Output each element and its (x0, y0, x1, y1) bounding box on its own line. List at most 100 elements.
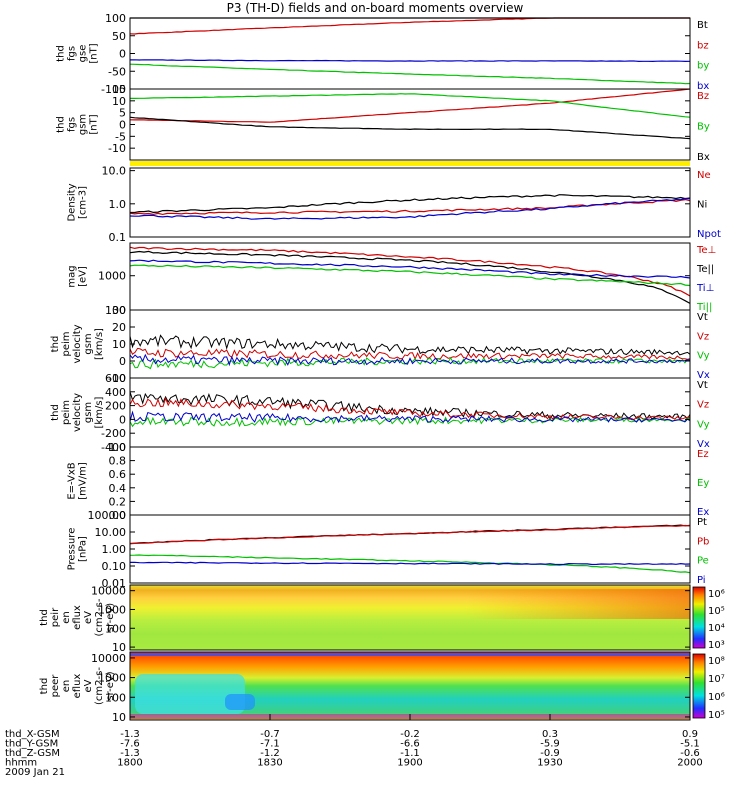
legend-fgs_gsm-0: Bz (697, 91, 709, 102)
y-tick-label: 0 (119, 48, 126, 61)
x-tick-label: -0.9 (540, 748, 560, 759)
x-row-label: thd_X-GSM (5, 729, 60, 740)
legend-fgs_gse-3: bx (697, 81, 709, 92)
y-axis-label: peer (50, 674, 61, 698)
electron-spectrogram-patch (225, 694, 255, 710)
y-tick-label: -200 (101, 427, 126, 440)
series-temp-ti (129, 259, 691, 279)
y-axis-label: Density (67, 183, 78, 221)
panel-frame (129, 584, 691, 651)
panel-density: 10.0 1.0 0.1 Density [cm-3] Ne Ni Npot (67, 165, 721, 244)
y-tick-label: 1.00 (102, 543, 127, 556)
x-tick-label: 1900 (397, 758, 422, 769)
x-tick-label: -7.1 (260, 739, 280, 750)
y-axis-label: en (61, 680, 72, 693)
chart-title: P3 (TH-D) fields and on-board moments ov… (227, 1, 524, 15)
y-axis-label: thd (56, 45, 67, 62)
x-tick-label: -1.1 (400, 748, 420, 759)
y-tick-label: 100 (105, 304, 126, 317)
x-tick-label: -0.2 (400, 729, 420, 740)
y-tick-label: -400 (101, 441, 126, 454)
quality-flag-bar (130, 161, 690, 166)
y-axis-label: thd (56, 116, 67, 133)
y-axis-label: eV (83, 611, 94, 624)
colorbar (692, 586, 706, 649)
y-axis-label: en (61, 611, 72, 624)
legend-fgs_gsm-1: By (697, 122, 710, 133)
y-tick-label: 0.10 (102, 560, 127, 573)
series-temp-ti (129, 264, 691, 287)
x-tick-label: -0.6 (680, 748, 700, 759)
electron-spectrogram-edge (130, 653, 690, 656)
y-axis-label: mag (67, 265, 78, 287)
legend-efield-2: Ex (697, 507, 709, 518)
electron-spectrogram-patch (135, 674, 245, 714)
y-tick-label: -10 (108, 372, 126, 385)
y-axis-label: gsm (83, 402, 94, 423)
y-tick-label: -100 (101, 83, 126, 96)
panel-efield: 1.00.80.60.40.20.0 E=-VxB [mV/m] Ez Ey Ex (67, 441, 710, 522)
y-axis-label: gsm (83, 333, 94, 354)
legend-pressure-0: Pt (697, 517, 707, 528)
legend-pressure-1: Pb (697, 536, 709, 547)
x-row-label: thd_Y-GSM (5, 739, 58, 750)
series-density-ni (130, 194, 691, 214)
y-tick-label: 0.01 (102, 577, 127, 590)
y-tick-label: 1000 (98, 270, 126, 283)
y-tick-label: 100 (105, 622, 126, 635)
x-tick-label: 2000 (677, 758, 702, 769)
x-tick-label: -5.1 (680, 739, 700, 750)
x-tick-label: -1.2 (260, 748, 280, 759)
y-tick-label: 0 (119, 355, 126, 368)
y-tick-label: 30 (112, 304, 126, 317)
y-tick-label: 0 (119, 413, 126, 426)
legend-efield-0: Ez (697, 449, 709, 460)
panel-fgs_gse: 100 50 0 -50 -100 thd fgs gse [nT] Bt bz by bx (56, 12, 710, 96)
y-tick-label: -5 (115, 130, 126, 143)
colorbar-tick-label: 10⁵ (708, 606, 725, 617)
y-tick-label: 10000 (91, 652, 126, 665)
series-fgs_gse-bz (129, 17, 690, 35)
colorbar-tick-label: 10⁶ (708, 589, 725, 600)
colorbar-tick-label: 10⁷ (708, 674, 725, 685)
ion-spectrogram-band (130, 589, 690, 619)
panel-frame (129, 167, 691, 238)
legend-vel_ion-1: Vz (697, 400, 709, 411)
x-tick-label: -6.6 (400, 739, 420, 750)
x-tick-label: -1.3 (120, 748, 140, 759)
legend-temp-0: Te⊥ (696, 245, 716, 256)
y-axis-label: E=-VxB (67, 462, 78, 499)
y-tick-label: 1000 (98, 672, 126, 685)
series-fgs_gsm-bz (129, 88, 691, 123)
y-tick-label: 100.00 (88, 509, 127, 522)
series-fgs_gse-by (129, 63, 691, 85)
y-axis-label: [nPa] (78, 536, 89, 562)
legend-pressure-3: Pi (697, 575, 706, 586)
y-tick-label: 10 (112, 338, 126, 351)
panel-frame (129, 514, 691, 584)
legend-fgs_gse-1: bz (697, 40, 709, 51)
legend-efield-1: Ey (697, 478, 709, 489)
series-vel_ion-vz (129, 396, 691, 421)
y-axis-label: [nT] (89, 43, 100, 63)
y-axis-label: [km/s] (94, 396, 105, 428)
y-axis-label: (cm2-s- (94, 598, 105, 636)
legend-pressure-2: Pe (697, 556, 709, 567)
series-pressure-pb (129, 524, 691, 545)
legend-fgs_gse-2: by (697, 61, 709, 72)
series-vel_ion-vt (129, 391, 691, 421)
y-axis-label: eflux (72, 605, 83, 630)
y-tick-label: 400 (105, 386, 126, 399)
y-axis-label: [eV] (78, 266, 89, 287)
y-tick-label: 0 (119, 119, 126, 132)
y-tick-label: 200 (105, 400, 126, 413)
legend-vel_esa-3: Vx (697, 370, 710, 381)
y-tick-label: 5 (119, 107, 126, 120)
y-axis-label: [mV/m] (78, 462, 89, 500)
y-tick-label: 10 (112, 641, 126, 654)
legend-temp-3: Ti|| (696, 302, 712, 313)
legend-temp-1: Te|| (696, 264, 714, 275)
y-axis-label: thd (39, 678, 50, 695)
